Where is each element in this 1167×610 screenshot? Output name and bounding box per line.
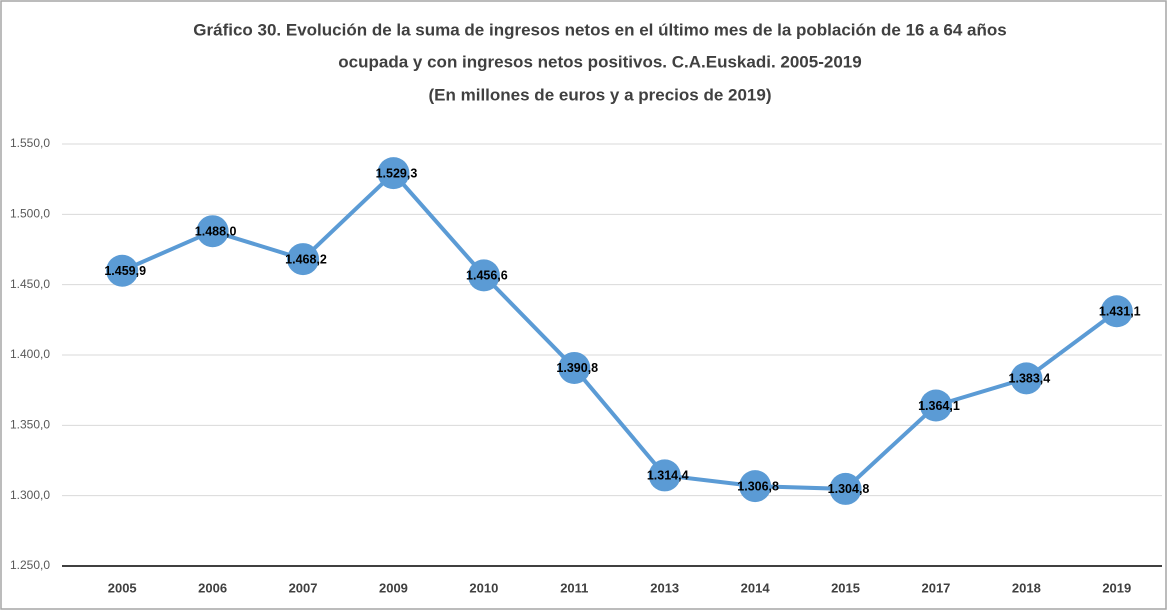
marker — [196, 215, 229, 248]
x-tick-label: 2011 — [560, 580, 588, 595]
y-tick-label: 1.450,0 — [10, 277, 50, 291]
data-label: 1.431,1 — [1099, 305, 1141, 319]
data-label: 1.529,3 — [376, 166, 418, 180]
y-tick-label: 1.300,0 — [10, 488, 50, 502]
x-tick-label: 2017 — [921, 580, 950, 595]
data-label: 1.364,1 — [918, 399, 960, 413]
x-tick-label: 2006 — [198, 580, 227, 595]
data-label: 1.488,0 — [195, 225, 237, 239]
marker — [106, 254, 139, 287]
data-label: 1.306,8 — [737, 479, 779, 493]
data-label: 1.456,6 — [466, 269, 508, 283]
marker — [919, 389, 952, 422]
y-tick-label: 1.350,0 — [10, 418, 50, 432]
marker — [1010, 362, 1043, 395]
marker — [377, 157, 410, 190]
x-tick-label: 2015 — [831, 580, 860, 595]
marker — [287, 243, 320, 276]
marker — [739, 470, 772, 503]
x-tick-label: 2005 — [108, 580, 137, 595]
data-label: 1.314,4 — [647, 469, 689, 483]
y-tick-label: 1.250,0 — [10, 558, 50, 572]
x-tick-label: 2010 — [469, 580, 498, 595]
data-label: 1.383,4 — [1009, 372, 1051, 386]
marker — [1100, 295, 1133, 328]
chart-title: (En millones de euros y a precios de 201… — [429, 85, 772, 104]
x-tick-label: 2007 — [289, 580, 318, 595]
chart-title: Gráfico 30. Evolución de la suma de ingr… — [193, 20, 1006, 39]
y-tick-label: 1.500,0 — [10, 207, 50, 221]
x-tick-label: 2019 — [1102, 580, 1131, 595]
data-label: 1.304,8 — [828, 482, 870, 496]
y-tick-label: 1.550,0 — [10, 136, 50, 150]
data-label: 1.390,8 — [556, 361, 598, 375]
data-label: 1.468,2 — [285, 252, 327, 266]
chart-title: ocupada y con ingresos netos positivos. … — [338, 52, 861, 71]
x-tick-label: 2009 — [379, 580, 408, 595]
x-tick-label: 2014 — [741, 580, 771, 595]
marker — [829, 472, 862, 505]
marker — [648, 459, 681, 492]
x-tick-label: 2013 — [650, 580, 679, 595]
x-tick-label: 2018 — [1012, 580, 1041, 595]
y-tick-label: 1.400,0 — [10, 347, 50, 361]
data-label: 1.459,9 — [104, 264, 146, 278]
marker — [558, 351, 591, 384]
marker — [467, 259, 500, 292]
